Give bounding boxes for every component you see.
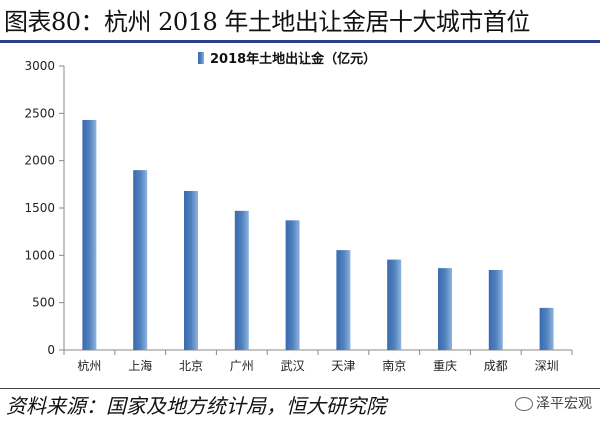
source-note: 资料来源：国家及地方统计局，恒大研究院 — [6, 394, 386, 418]
x-tick-label: 上海 — [128, 358, 152, 373]
y-tick-label: 3000 — [24, 59, 55, 73]
chart-area: 0 500 1000 1500 2000 2500 3000 杭州 上海 北京 广州 武汉 天津 南京 重庆… — [0, 44, 600, 374]
y-tick-label: 1500 — [24, 201, 55, 215]
legend-label: 2018年土地出让金（亿元） — [210, 51, 376, 67]
y-tick-label: 0 — [47, 343, 55, 357]
x-tick-label: 杭州 — [77, 358, 101, 373]
watermark-label: 泽平宏观 — [536, 396, 592, 412]
chart-title: 图表80：杭州 2018 年土地出让金居十大城市首位 — [4, 8, 530, 36]
watermark: 泽平宏观 — [515, 393, 592, 413]
source-divider — [0, 388, 600, 389]
x-tick-label: 重庆 — [433, 359, 457, 373]
bar — [539, 307, 554, 350]
y-tick-label: 500 — [32, 296, 55, 310]
bar-chart: 0 500 1000 1500 2000 2500 3000 杭州 上海 北京 广州 武汉 天津 南京 重庆… — [24, 51, 573, 373]
y-tick-label: 2500 — [24, 106, 55, 120]
bar — [488, 270, 503, 350]
x-tick-label: 南京 — [382, 358, 406, 373]
y-tick-label: 2000 — [24, 154, 55, 168]
bar — [336, 250, 351, 350]
x-tick-label: 北京 — [179, 359, 203, 373]
legend-swatch — [198, 52, 204, 64]
y-tick-label: 1000 — [24, 248, 55, 262]
x-tick-label: 广州 — [230, 359, 254, 373]
bar — [133, 170, 148, 350]
x-tick-label: 武汉 — [281, 359, 305, 373]
title-divider — [0, 40, 600, 43]
bar — [285, 220, 300, 350]
wechat-icon — [515, 397, 533, 411]
bar — [82, 119, 97, 351]
x-tick-label: 成都 — [484, 359, 508, 373]
bar — [184, 190, 198, 350]
x-tick-label: 深圳 — [535, 359, 559, 373]
bar — [387, 259, 402, 350]
bar — [234, 210, 249, 350]
x-tick-label: 天津 — [331, 359, 355, 373]
bar — [438, 268, 452, 350]
